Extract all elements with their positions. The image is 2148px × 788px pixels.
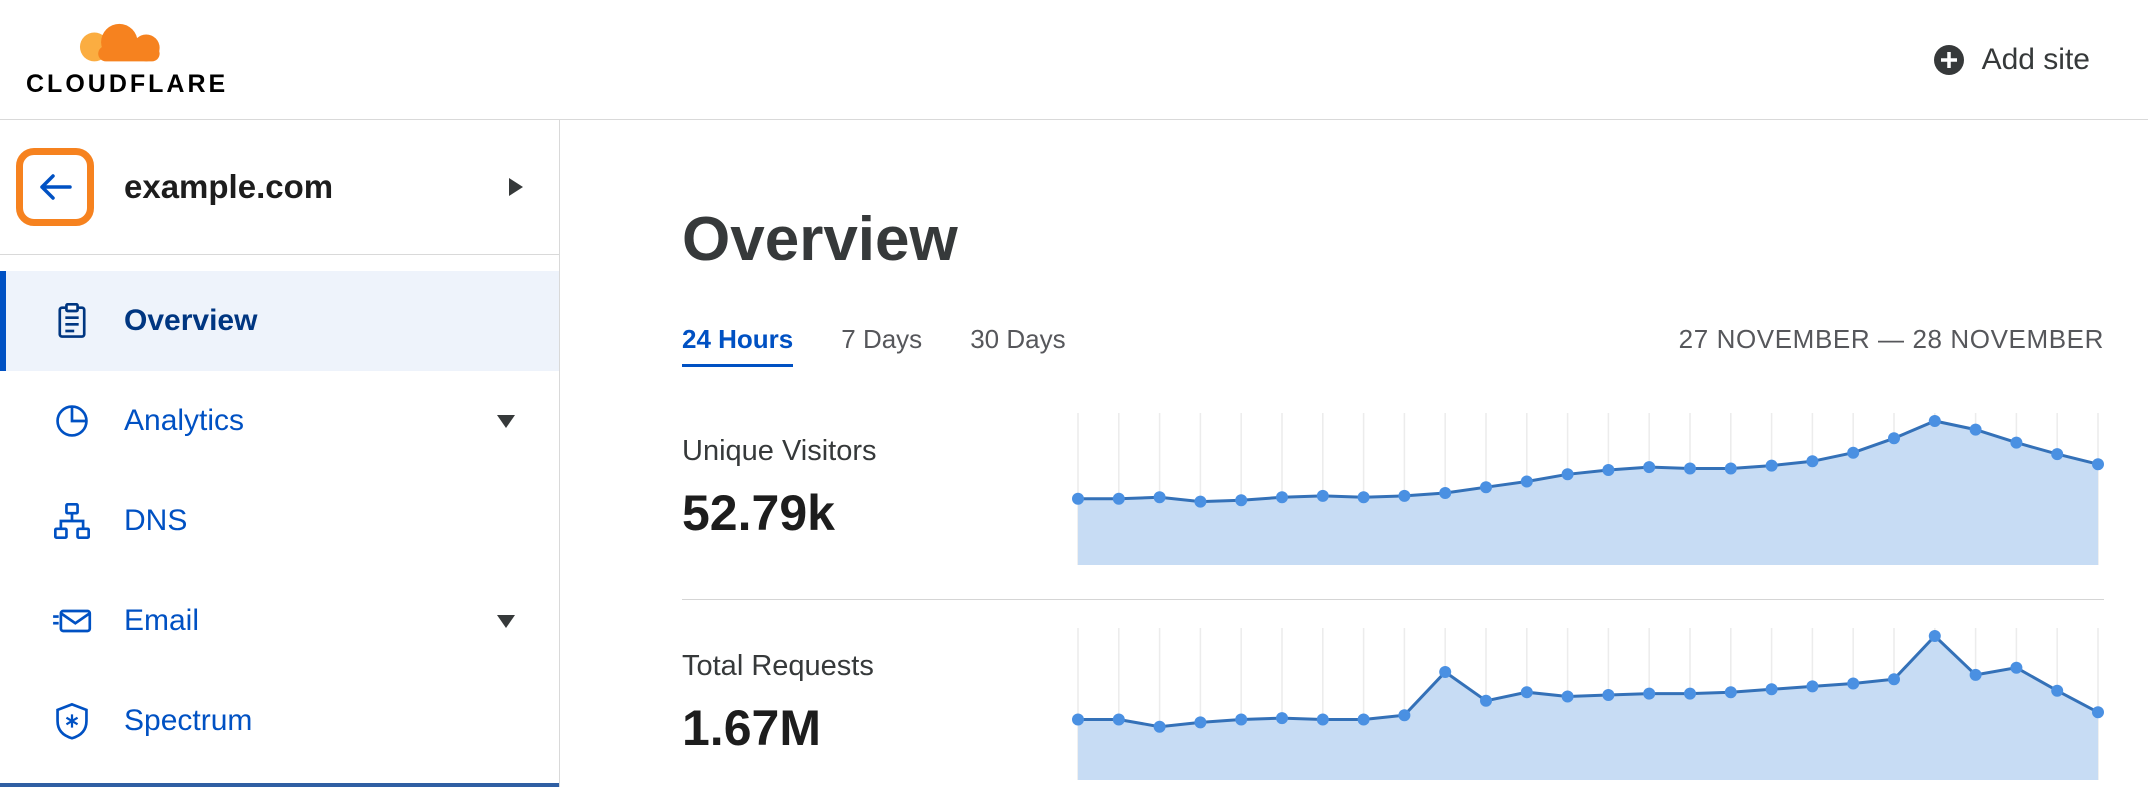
sitemap-icon (52, 501, 92, 541)
unique-visitors-chart (1072, 413, 2104, 566)
metrics-panel: Unique Visitors 52.79k Total Requests 1.… (682, 413, 2104, 781)
time-range-tabs: 24 Hours 7 Days 30 Days 27 NOVEMBER — 28… (682, 324, 2104, 368)
metric-info: Unique Visitors 52.79k (682, 413, 1072, 565)
brand-text: CLOUDFLARE (26, 69, 229, 98)
cloudflare-cloud-icon (68, 21, 186, 69)
chevron-down-icon[interactable] (497, 414, 515, 428)
annotation-highlight (16, 148, 94, 226)
back-button[interactable] (33, 168, 77, 206)
add-site-label: Add site (1981, 42, 2090, 76)
add-site-button[interactable]: Add site (1932, 43, 2090, 77)
tab-7-days[interactable]: 7 Days (841, 324, 923, 355)
sidebar-item-email[interactable]: Email (0, 571, 559, 671)
page-title: Overview (682, 205, 958, 274)
sidebar-item-label: Spectrum (124, 704, 253, 737)
shield-icon (52, 701, 92, 741)
metric-value: 1.67M (682, 700, 821, 757)
sidebar-cutoff-element (0, 783, 559, 787)
site-name: example.com (124, 168, 334, 205)
chevron-down-icon[interactable] (497, 614, 515, 628)
sidebar-item-analytics[interactable]: Analytics (0, 371, 559, 471)
metric-value: 52.79k (682, 485, 835, 542)
pie-chart-icon (52, 401, 92, 441)
page-body: example.com Overview (0, 120, 2148, 787)
total-requests-chart (1072, 628, 2104, 781)
metric-label: Unique Visitors (682, 435, 877, 468)
tab-30-days[interactable]: 30 Days (970, 324, 1066, 355)
sidebar: example.com Overview (0, 120, 560, 787)
sidebar-nav: Overview Analytics (0, 255, 559, 771)
metric-label: Total Requests (682, 650, 874, 683)
main-content: Overview 24 Hours 7 Days 30 Days 27 NOVE… (560, 120, 2148, 787)
sidebar-item-label: Email (124, 604, 200, 637)
metric-row-unique-visitors: Unique Visitors 52.79k (682, 413, 2104, 566)
clipboard-icon (52, 301, 92, 341)
tab-24-hours[interactable]: 24 Hours (682, 324, 794, 368)
envelope-icon (52, 601, 92, 641)
date-range-label: 27 NOVEMBER — 28 NOVEMBER (1678, 324, 2104, 355)
sidebar-item-label: DNS (124, 504, 188, 537)
plus-circle-icon (1932, 43, 1966, 77)
sidebar-item-dns[interactable]: DNS (0, 471, 559, 571)
sidebar-item-label: Overview (124, 304, 258, 337)
sidebar-item-overview[interactable]: Overview (0, 271, 559, 371)
site-selector-row[interactable]: example.com (0, 120, 559, 255)
cloudflare-logo[interactable]: CLOUDFLARE (26, 21, 228, 99)
metric-info: Total Requests 1.67M (682, 628, 1072, 780)
sidebar-item-spectrum[interactable]: Spectrum (0, 671, 559, 771)
chevron-right-icon[interactable] (509, 178, 523, 196)
topbar: CLOUDFLARE Add site (0, 0, 2148, 120)
sidebar-item-label: Analytics (124, 404, 245, 437)
metric-row-total-requests: Total Requests 1.67M (682, 599, 2104, 781)
